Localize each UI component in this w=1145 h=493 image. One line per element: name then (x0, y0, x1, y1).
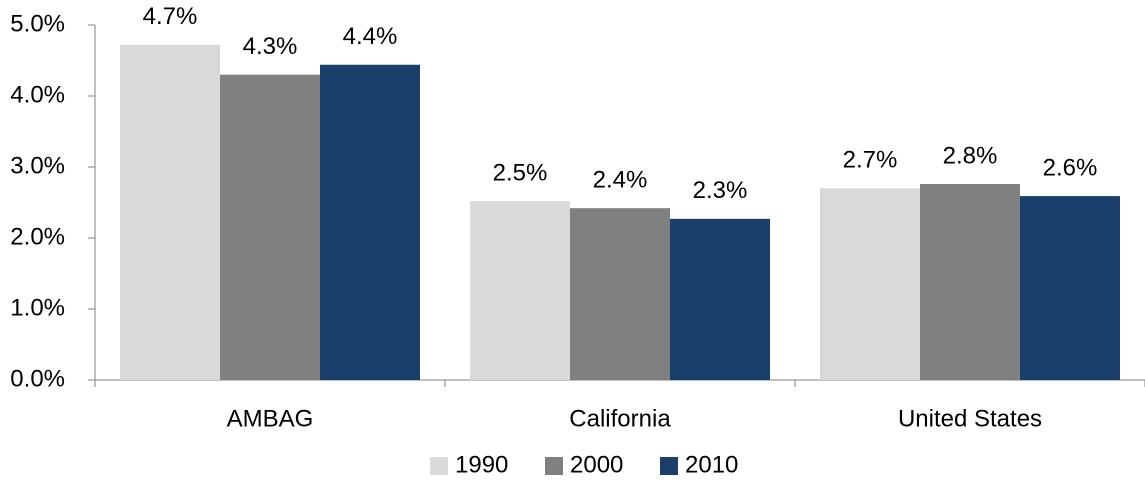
bar (120, 44, 220, 380)
bar (670, 218, 770, 380)
value-label: 4.3% (243, 33, 298, 60)
bar (220, 74, 320, 380)
x-tick-label: California (569, 405, 671, 432)
legend-label: 2000 (570, 451, 623, 478)
legend-label: 2010 (685, 451, 738, 478)
y-tick-label: 2.0% (10, 223, 65, 250)
y-tick-label: 3.0% (10, 152, 65, 179)
value-label: 4.4% (343, 23, 398, 50)
value-label: 4.7% (143, 3, 198, 30)
legend-swatch (660, 457, 678, 475)
value-label: 2.4% (593, 167, 648, 194)
bar (1020, 196, 1120, 380)
bar (570, 208, 670, 380)
value-label: 2.7% (843, 147, 898, 174)
value-label: 2.8% (943, 142, 998, 169)
x-tick-label: United States (898, 405, 1042, 432)
value-label: 2.5% (493, 159, 548, 186)
legend-swatch (430, 457, 448, 475)
bar (470, 201, 570, 380)
value-label: 2.6% (1043, 154, 1098, 181)
x-tick-label: AMBAG (227, 405, 314, 432)
y-tick-label: 0.0% (10, 365, 65, 392)
y-tick-label: 4.0% (10, 81, 65, 108)
y-tick-label: 5.0% (10, 10, 65, 37)
bar (920, 184, 1020, 380)
bar (320, 64, 420, 380)
value-label: 2.3% (693, 177, 748, 204)
legend-label: 1990 (455, 451, 508, 478)
y-tick-label: 1.0% (10, 294, 65, 321)
legend-swatch (545, 457, 563, 475)
bar (820, 188, 920, 380)
